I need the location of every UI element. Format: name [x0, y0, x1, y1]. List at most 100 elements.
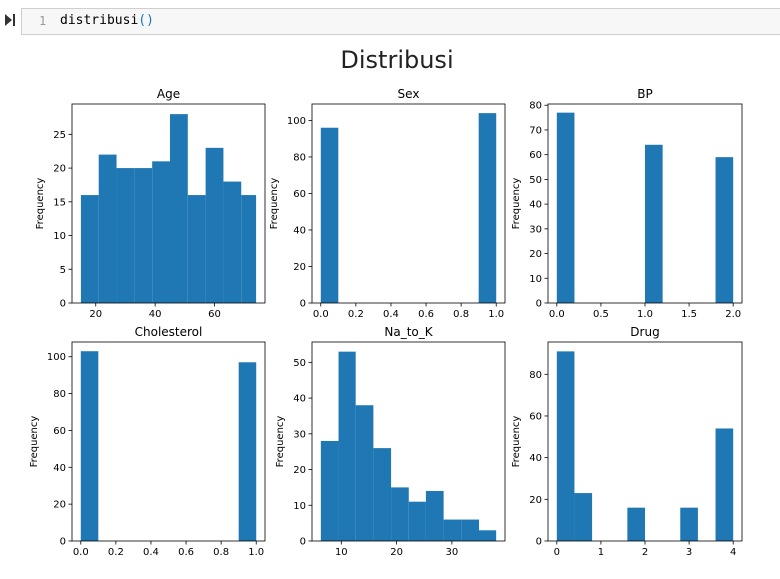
- y-tick-label: 10: [53, 231, 66, 242]
- y-tick-label: 0: [536, 299, 542, 310]
- distribution-figure: Distribusi 20 40 600510152025AgeFrequency0…: [29, 46, 743, 558]
- histogram-bar: [320, 440, 339, 541]
- histogram-bar: [355, 405, 374, 541]
- x-tick-label: 0.4: [143, 547, 159, 558]
- histogram-bar: [205, 147, 224, 303]
- histogram-bar: [715, 157, 734, 303]
- histogram-bar: [680, 507, 698, 541]
- histogram-bar: [425, 490, 444, 541]
- x-tick-label: 2.0: [725, 309, 741, 320]
- y-tick-label: 40: [53, 463, 66, 474]
- histogram-bar: [80, 195, 99, 303]
- x-tick-label: 0.5: [593, 309, 609, 320]
- y-tick-label: 80: [529, 101, 542, 112]
- histogram-bar: [169, 114, 188, 303]
- axes-frame: [71, 341, 266, 542]
- x-tick-label: 1: [598, 547, 604, 558]
- histogram-bar: [478, 113, 497, 303]
- histogram-bar: [338, 351, 356, 541]
- y-tick-label: 80: [529, 370, 542, 381]
- histogram-bar: [223, 181, 242, 303]
- x-tick-label: 0.0: [73, 547, 89, 558]
- y-axis-label: Frequency: [511, 178, 522, 230]
- x-tick-label: 10: [335, 547, 348, 558]
- histogram-bar: [80, 351, 99, 541]
- x-tick-label: 0.0: [549, 309, 565, 320]
- histogram-age: 20 40 60 0 5 10 15 20 25 Age Frequency: [35, 87, 266, 320]
- histogram-cholesterol: 0.0 0.2 0.4 0.6 0.8 1.0 0 20 40 60 80 100 Cholestero…: [29, 325, 266, 558]
- x-tick-label: 4: [730, 547, 736, 558]
- histogram-bar: [98, 154, 117, 303]
- x-tick-label: 0.2: [108, 547, 124, 558]
- histogram-bar: [461, 519, 480, 541]
- x-tick-label: 60: [208, 309, 221, 320]
- y-tick-label: 70: [529, 125, 542, 136]
- x-tick-label: 0.6: [418, 309, 434, 320]
- x-tick-label: 1.5: [681, 309, 697, 320]
- histogram-bar: [320, 127, 339, 303]
- y-tick-label: 20: [53, 164, 66, 175]
- y-tick-label: 25: [53, 130, 66, 141]
- y-tick-label: 0: [536, 537, 542, 548]
- y-tick-label: 20: [53, 500, 66, 511]
- y-tick-label: 0: [300, 537, 306, 548]
- figure-title: Distribusi: [340, 46, 453, 74]
- y-tick-label: 100: [287, 116, 306, 127]
- x-tick-label: 0.4: [383, 309, 399, 320]
- y-tick-label: 30: [293, 429, 306, 440]
- x-tick-label: 0: [554, 547, 560, 558]
- histogram-bar: [479, 530, 497, 541]
- subplot-title: Sex: [398, 87, 420, 101]
- y-tick-label: 100: [47, 352, 66, 363]
- x-tick-label: 20: [390, 547, 403, 558]
- y-tick-label: 60: [53, 426, 66, 437]
- subplot-title: Na_to_K: [384, 325, 433, 339]
- y-axis-label: Frequency: [35, 178, 46, 230]
- y-tick-label: 10: [529, 274, 542, 285]
- y-tick-label: 30: [529, 224, 542, 235]
- y-tick-label: 0: [300, 299, 306, 310]
- y-tick-label: 60: [529, 411, 542, 422]
- y-tick-label: 50: [529, 175, 542, 186]
- histogram-bar: [391, 487, 409, 541]
- y-tick-label: 5: [60, 265, 66, 276]
- y-tick-label: 40: [293, 225, 306, 236]
- subplot-title: Drug: [630, 325, 659, 339]
- histogram-bar: [715, 428, 734, 541]
- histogram-bar: [152, 161, 170, 303]
- y-tick-label: 15: [53, 197, 66, 208]
- histogram-bar: [373, 448, 392, 541]
- y-tick-label: 20: [293, 262, 306, 273]
- x-tick-label: 30: [446, 547, 459, 558]
- y-tick-label: 80: [53, 389, 66, 400]
- function-name: distribusi: [60, 13, 139, 28]
- y-tick-label: 50: [293, 358, 306, 369]
- y-tick-label: 20: [293, 465, 306, 476]
- histogram-bp: 0.0 0.5 1.0 1.5 2.0 0 10 20 30 40 50 60 70 80 BP Freque…: [511, 87, 743, 320]
- histogram-na_to_k: 10 20 30 0 10 20 30 40 50 Na_to_K Frequency: [275, 325, 506, 558]
- run-cell-button[interactable]: [3, 11, 17, 29]
- x-tick-label: 1.0: [248, 547, 264, 558]
- histogram-bar: [627, 507, 645, 541]
- line-number: 1: [39, 14, 47, 28]
- x-tick-label: 2: [642, 547, 648, 558]
- histogram-bar: [134, 168, 153, 303]
- y-tick-label: 60: [293, 189, 306, 200]
- y-tick-label: 40: [529, 200, 542, 211]
- y-tick-label: 20: [529, 249, 542, 260]
- y-tick-label: 10: [293, 501, 306, 512]
- y-tick-label: 0: [60, 537, 66, 548]
- y-tick-label: 60: [529, 150, 542, 161]
- histogram-bar: [187, 195, 206, 303]
- x-tick-label: 0.8: [453, 309, 469, 320]
- code-cell[interactable]: 1 distribusi(): [21, 8, 780, 35]
- y-axis-label: Frequency: [275, 416, 286, 468]
- x-tick-label: 20: [89, 309, 102, 320]
- x-tick-label: 0.6: [178, 547, 194, 558]
- subplot-title: Age: [157, 87, 180, 101]
- code-line[interactable]: distribusi(): [60, 13, 154, 28]
- axes-frame: [311, 103, 506, 304]
- x-tick-label: 40: [149, 309, 162, 320]
